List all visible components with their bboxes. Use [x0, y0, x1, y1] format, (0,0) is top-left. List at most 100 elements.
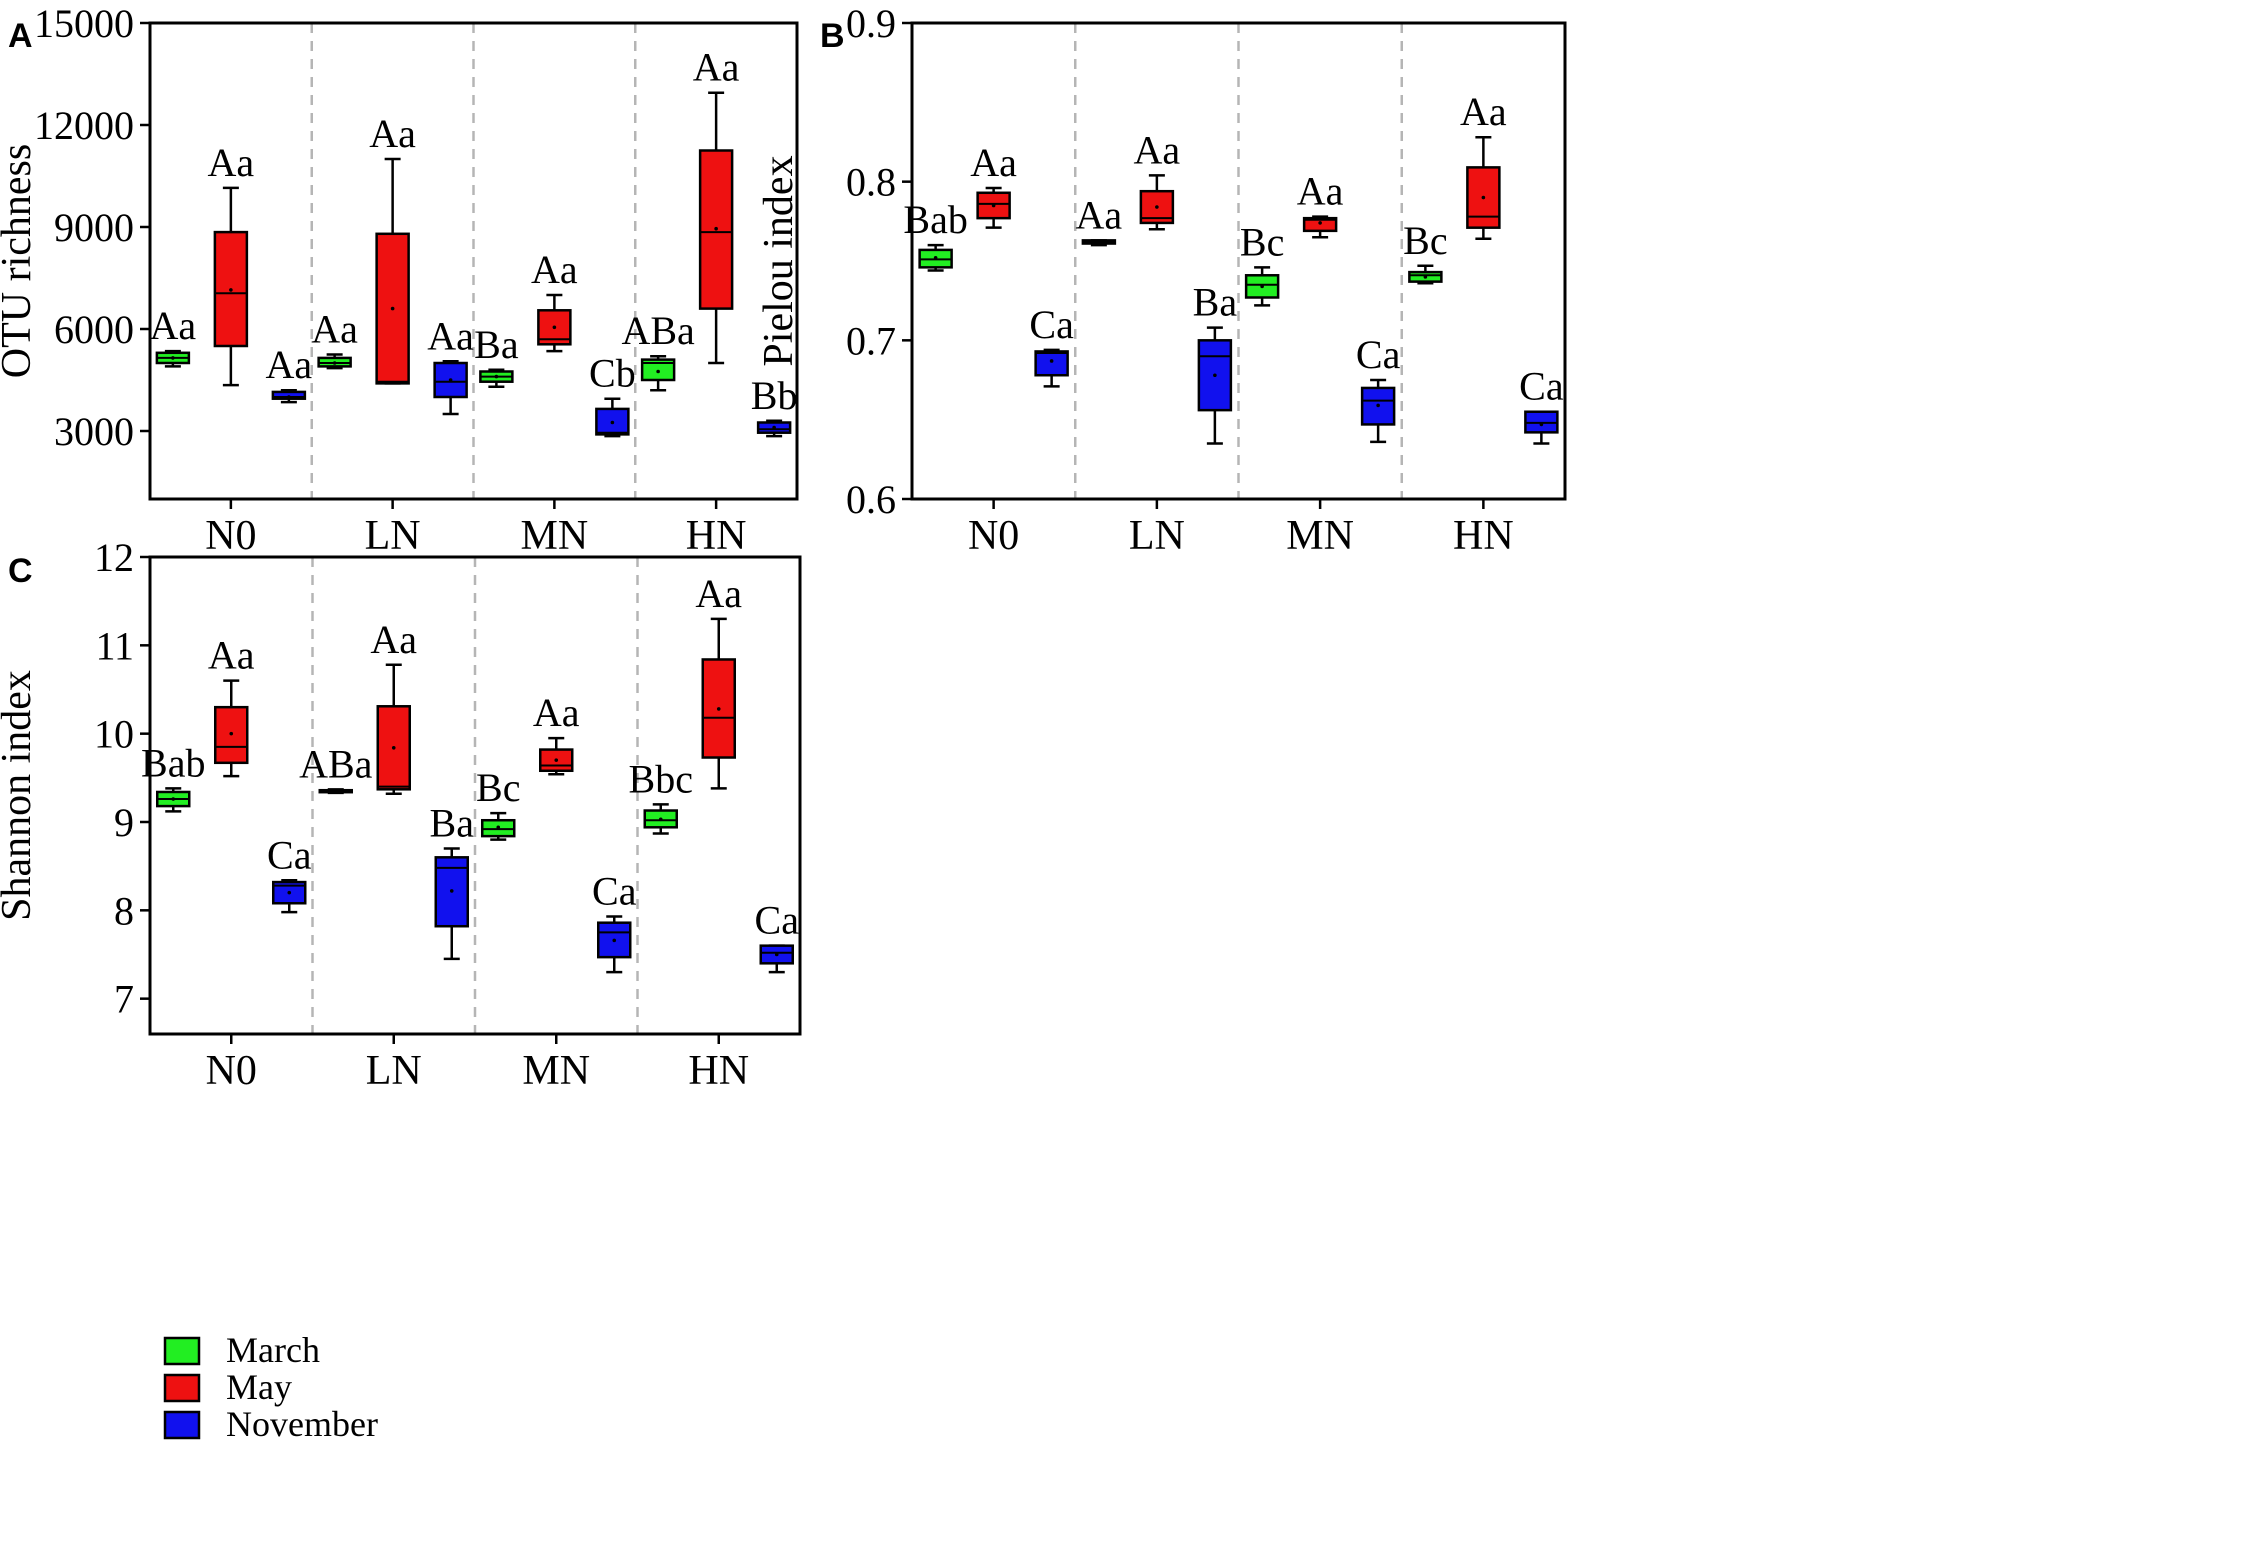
significance-label: Bc	[1240, 219, 1284, 264]
significance-label: Aa	[1134, 127, 1181, 172]
panel-letter: A	[8, 17, 33, 55]
significance-label: Aa	[695, 571, 742, 616]
y-axis-label: Pielou index	[756, 155, 802, 366]
significance-label: Aa	[1460, 89, 1507, 134]
mean-dot	[610, 420, 615, 425]
mean-dot	[171, 356, 175, 360]
mean-dot	[332, 361, 337, 365]
x-tick-label: LN	[365, 513, 421, 559]
y-tick-label: 15000	[34, 1, 134, 46]
mean-dot	[1481, 195, 1486, 200]
mean-dot	[716, 707, 721, 711]
mean-dot	[612, 938, 617, 943]
x-tick-label: MN	[522, 1048, 590, 1094]
panel-letter: B	[820, 17, 845, 55]
x-tick-label: N0	[206, 1048, 257, 1094]
significance-label: ABa	[621, 308, 695, 353]
panel-letter: C	[8, 552, 33, 590]
legend-swatch-march	[163, 1336, 201, 1366]
mean-dot	[1376, 403, 1380, 408]
box-november	[433, 361, 468, 399]
x-tick-label: MN	[1286, 513, 1354, 559]
mean-dot	[1155, 205, 1159, 209]
panel-a-otu-richness: A 3000 6000 9000 12000 15000 OTU richness N0 LN M…	[0, 1, 799, 559]
y-tick-label: 0.8	[846, 160, 896, 205]
y-tick-label: 7	[114, 977, 134, 1022]
x-tick-label: N0	[968, 513, 1019, 559]
mean-dot	[1097, 240, 1101, 244]
mean-dot	[390, 306, 395, 311]
significance-label: Bab	[903, 197, 967, 242]
significance-label: Aa	[533, 690, 580, 735]
significance-label: ABa	[299, 741, 373, 786]
significance-label: Cb	[589, 351, 636, 396]
y-tick-label: 12	[94, 535, 134, 580]
significance-label: Aa	[970, 140, 1017, 185]
significance-label: Aa	[369, 111, 416, 156]
plot-frame	[910, 21, 1567, 501]
legend-label: May	[226, 1367, 292, 1407]
significance-label: Ba	[474, 322, 519, 367]
mean-dot	[496, 825, 501, 830]
y-axis-label: OTU richness	[0, 144, 40, 378]
significance-label: Bc	[1403, 218, 1447, 263]
significance-label: Bbc	[629, 756, 693, 801]
mean-dot	[333, 789, 338, 793]
significance-label: Aa	[208, 633, 255, 678]
y-tick-label: 9	[114, 800, 134, 845]
mean-dot	[494, 374, 499, 379]
x-tick-label: HN	[686, 513, 747, 559]
significance-label: Aa	[693, 45, 740, 90]
significance-label: Aa	[370, 617, 417, 662]
significance-label: Bab	[141, 740, 205, 785]
x-tick-label: N0	[205, 513, 256, 559]
significance-label: Ca	[1519, 364, 1564, 409]
y-tick-label: 3000	[54, 409, 134, 454]
mean-dot	[552, 325, 557, 330]
y-tick-label: 9000	[54, 205, 134, 250]
mean-dot	[554, 758, 559, 762]
significance-label: Bc	[476, 765, 520, 810]
x-tick-label: LN	[1129, 513, 1185, 559]
x-tick-label: HN	[688, 1048, 749, 1094]
significance-label: Ca	[267, 832, 312, 877]
mean-dot	[772, 425, 776, 430]
significance-label: Aa	[150, 303, 197, 348]
box-november	[1034, 350, 1069, 377]
mean-dot	[1260, 284, 1264, 289]
plot-frame	[148, 555, 802, 1036]
significance-label: Aa	[1076, 192, 1123, 237]
legend-label: March	[226, 1330, 320, 1370]
significance-label: Ca	[1356, 332, 1401, 377]
significance-label: Aa	[208, 140, 255, 185]
mean-dot	[1539, 422, 1544, 427]
mean-dot	[229, 288, 233, 292]
legend-swatch-may	[163, 1373, 201, 1403]
mean-dot	[449, 889, 454, 893]
mean-dot	[448, 378, 453, 382]
significance-label: Aa	[531, 247, 578, 292]
y-tick-label: 11	[95, 623, 134, 668]
mean-dot	[714, 226, 718, 231]
mean-dot	[391, 746, 396, 750]
significance-label: Ca	[1029, 302, 1074, 347]
mean-dot	[229, 731, 234, 736]
significance-label: Aa	[427, 313, 474, 358]
mean-dot	[1049, 359, 1054, 363]
significance-label: Ba	[1193, 280, 1238, 325]
mean-dot	[171, 797, 176, 801]
mean-dot	[287, 395, 291, 399]
mean-dot	[774, 952, 779, 957]
mean-dot	[656, 369, 660, 374]
x-tick-label: LN	[366, 1048, 422, 1094]
y-tick-label: 0.9	[846, 1, 896, 46]
y-tick-label: 12000	[34, 103, 134, 148]
mean-dot	[933, 256, 938, 260]
mean-dot	[991, 203, 996, 208]
mean-dot	[287, 890, 292, 895]
mean-dot	[1318, 221, 1322, 225]
